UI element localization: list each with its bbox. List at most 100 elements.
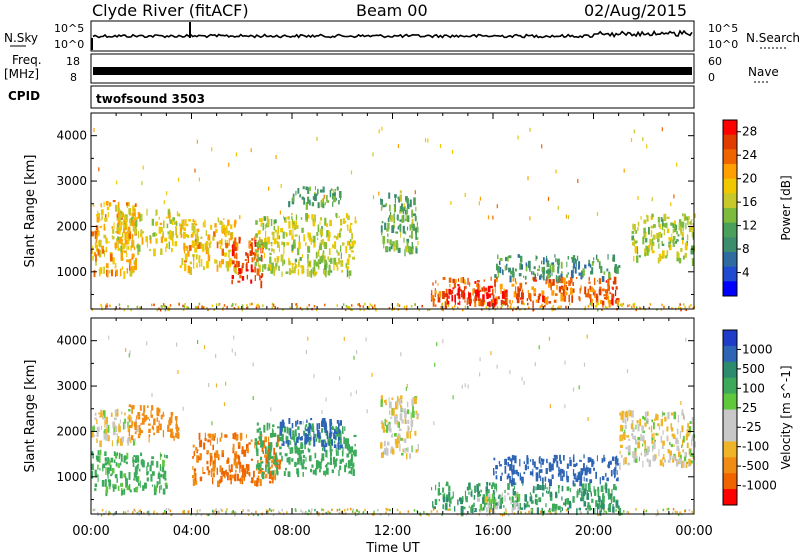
velocity-echo	[265, 473, 268, 478]
velocity-echo	[519, 475, 522, 481]
velocity-echo	[261, 446, 264, 452]
power-echo	[150, 237, 152, 240]
power-echo	[634, 246, 638, 254]
velocity-echo	[209, 460, 211, 467]
velocity-ylabel: Slant Range [km]	[23, 360, 38, 473]
power-echo	[305, 186, 309, 191]
power-echo	[597, 309, 599, 312]
velocity-echo	[644, 411, 647, 418]
velocity-echo	[559, 460, 562, 464]
power-echo	[295, 303, 297, 306]
power-echo	[246, 274, 248, 280]
velocity-echo	[95, 473, 98, 478]
power-echo	[93, 252, 97, 257]
power-echo	[570, 270, 574, 279]
power-echo	[384, 222, 387, 230]
power-echo	[405, 213, 407, 221]
power-echo	[416, 221, 418, 227]
velocity-echo	[135, 474, 137, 481]
power-echo	[188, 219, 191, 222]
power-echo	[616, 304, 619, 308]
power-echo	[231, 249, 235, 257]
power-echo	[403, 203, 405, 208]
velocity-echo	[125, 478, 128, 483]
power-echo	[568, 280, 571, 286]
velocity-echo	[108, 461, 111, 466]
power-echo	[234, 237, 237, 245]
velocity-echo	[202, 466, 204, 474]
power-echo	[175, 222, 178, 226]
power-echo	[322, 198, 325, 206]
velocity-echo	[655, 433, 658, 436]
power-echo	[463, 290, 465, 298]
velocity-echo	[162, 488, 166, 495]
power-echo	[155, 221, 158, 227]
power-echo	[400, 229, 402, 238]
velocity-echo	[409, 453, 411, 459]
velocity-echo	[102, 415, 105, 420]
velocity-echo	[278, 434, 280, 438]
velocity-echo	[681, 460, 683, 469]
power-echo	[246, 253, 249, 259]
velocity-echo	[682, 439, 684, 447]
velocity-echo	[237, 456, 241, 461]
velocity-echo	[294, 443, 297, 446]
velocity-echo	[516, 496, 519, 501]
power-echo	[198, 177, 200, 182]
velocity-echo	[342, 459, 344, 463]
power-echo	[128, 208, 131, 215]
velocity-echo	[689, 449, 691, 454]
power-echo	[512, 306, 515, 310]
velocity-echo	[554, 455, 557, 462]
velocity-echo	[306, 419, 308, 423]
velocity-echo	[506, 492, 510, 496]
velocity-echo	[97, 513, 99, 517]
velocity-echo	[100, 513, 103, 517]
velocity-echo	[528, 504, 530, 508]
power-echo	[116, 228, 120, 231]
power-echo	[547, 274, 551, 279]
velocity-echo	[269, 444, 272, 453]
power-echo	[152, 233, 155, 237]
power-echo	[381, 126, 383, 131]
power-echo	[206, 260, 209, 269]
power-echo	[672, 239, 675, 244]
power-echo	[346, 305, 348, 309]
velocity-echo	[321, 453, 325, 461]
velocity-echo	[108, 479, 111, 487]
velocity-echo	[325, 449, 327, 458]
velocity-echo	[523, 461, 525, 464]
velocity-echo	[213, 511, 215, 515]
freq-label-line1: Freq.	[12, 53, 42, 67]
velocity-echo	[137, 435, 141, 439]
velocity-echo	[674, 455, 677, 461]
velocity-echo	[206, 466, 209, 471]
power-echo	[340, 260, 344, 267]
power-echo	[218, 240, 222, 245]
velocity-echo	[193, 451, 196, 457]
power-echo	[197, 244, 200, 249]
velocity-echo	[276, 466, 278, 475]
velocity-cbar-label: -25	[742, 420, 762, 434]
velocity-echo	[662, 462, 665, 467]
power-echo	[293, 266, 296, 274]
velocity-cbar-cell	[723, 425, 737, 442]
power-echo	[512, 308, 514, 312]
power-echo	[207, 255, 211, 262]
power-echo	[105, 238, 108, 244]
velocity-echo	[141, 413, 145, 416]
velocity-echo	[226, 434, 228, 438]
power-echo	[566, 281, 568, 284]
power-echo	[414, 190, 416, 195]
power-echo	[351, 308, 353, 312]
power-echo	[381, 232, 383, 236]
velocity-echo	[461, 384, 463, 389]
power-echo	[558, 275, 561, 283]
power-echo	[261, 273, 264, 277]
freq-tick-top: 18	[66, 55, 80, 68]
power-echo	[633, 238, 636, 247]
power-echo	[117, 241, 119, 248]
velocity-echo	[679, 458, 682, 465]
velocity-echo	[291, 447, 294, 454]
velocity-echo	[119, 470, 123, 479]
